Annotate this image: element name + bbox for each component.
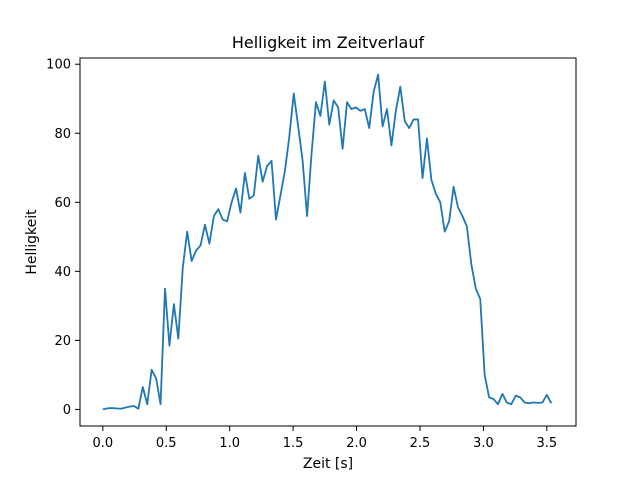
y-tick-label: 80 bbox=[54, 127, 71, 142]
x-axis-label: Zeit [s] bbox=[303, 456, 353, 472]
x-tick-label: 1.5 bbox=[283, 436, 304, 451]
series-line bbox=[102, 73, 553, 411]
plot-frame bbox=[79, 57, 577, 427]
x-tick-label: 3.0 bbox=[473, 436, 494, 451]
x-tick-label: 3.5 bbox=[536, 436, 557, 451]
y-tick-label: 100 bbox=[46, 58, 71, 73]
y-tick-label: 20 bbox=[54, 334, 71, 349]
chart-title: Helligkeit im Zeitverlauf bbox=[232, 33, 425, 52]
y-tick-label: 60 bbox=[54, 196, 71, 211]
y-tick-label: 0 bbox=[63, 403, 71, 418]
y-axis-ticks: 0 20 40 60 80 100 bbox=[46, 58, 80, 418]
y-tick-label: 40 bbox=[54, 265, 71, 280]
x-tick-label: 0.5 bbox=[156, 436, 177, 451]
x-axis-ticks: 0.0 0.5 1.0 1.5 2.0 2.5 3.0 3.5 bbox=[92, 426, 557, 451]
x-tick-label: 0.0 bbox=[92, 436, 113, 451]
x-tick-label: 2.5 bbox=[410, 436, 431, 451]
y-axis-label: Helligkeit bbox=[24, 209, 40, 275]
x-tick-label: 1.0 bbox=[219, 436, 240, 451]
x-tick-label: 2.0 bbox=[346, 436, 367, 451]
